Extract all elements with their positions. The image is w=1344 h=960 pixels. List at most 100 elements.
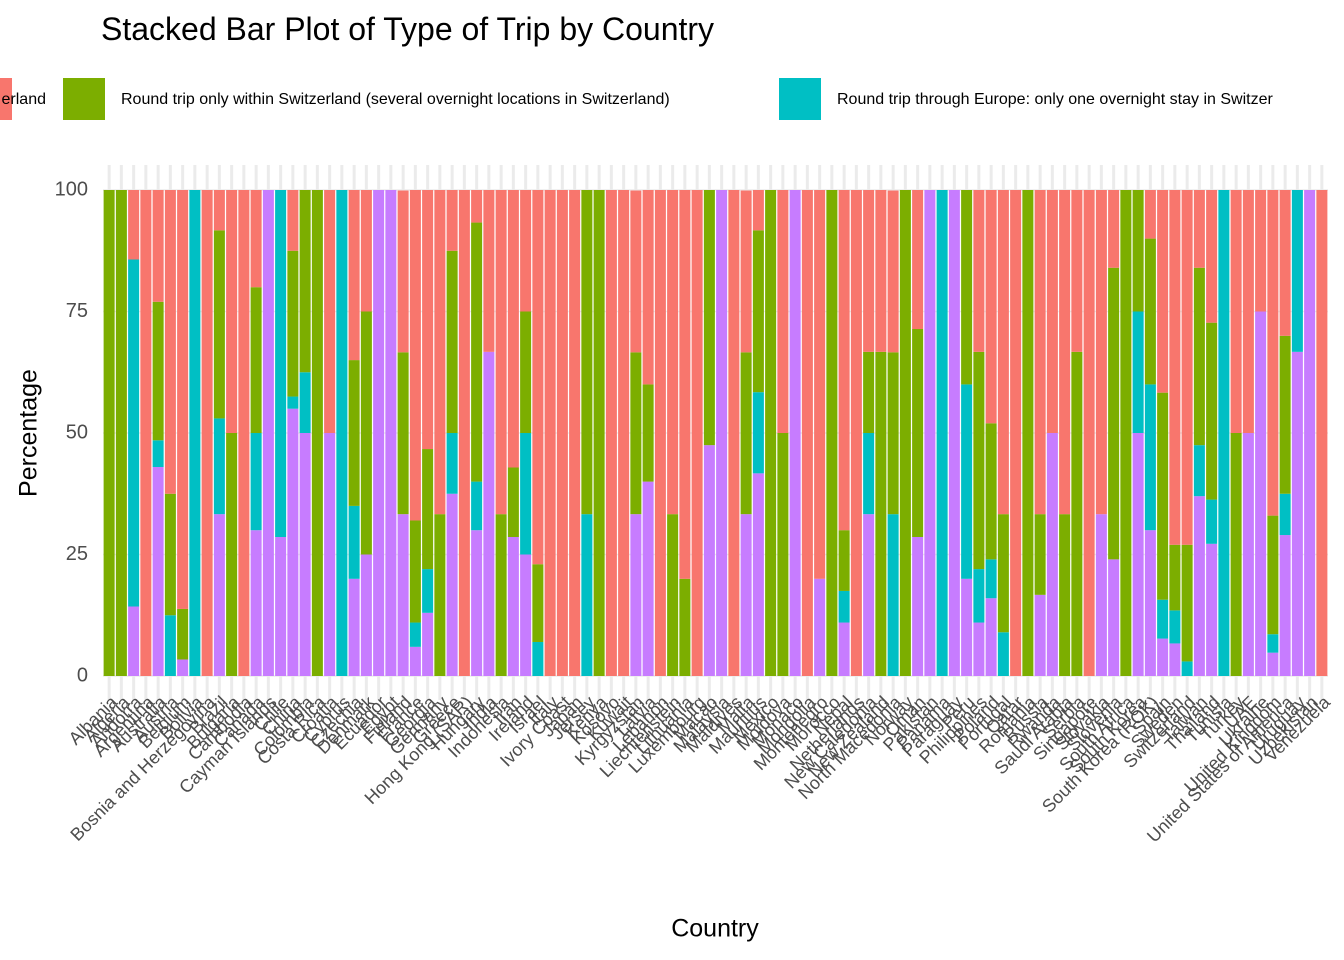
bar-segment — [360, 311, 372, 555]
bar-segment — [532, 641, 544, 676]
bar-segment — [863, 433, 875, 515]
bar-segment — [948, 190, 960, 676]
bar-segment — [1230, 433, 1242, 676]
y-tick-label: 100 — [55, 178, 88, 200]
bar-segment — [912, 537, 924, 676]
bar-segment — [777, 190, 789, 433]
bar-segment — [863, 351, 875, 433]
bar-segment — [128, 606, 140, 676]
bar-segment — [1034, 514, 1046, 595]
bar-segment — [250, 287, 262, 433]
bar-segment — [1083, 190, 1095, 676]
bar-segment — [997, 190, 1009, 515]
bar-segment — [1108, 559, 1120, 676]
bar-segment — [544, 190, 556, 676]
bar-segment — [1242, 190, 1254, 433]
bar-segment — [152, 467, 164, 676]
bar-segment — [299, 190, 311, 373]
bar-segment — [226, 190, 238, 433]
bar-segment — [1169, 610, 1181, 644]
bar-segment — [593, 190, 605, 676]
bar-segment — [1267, 634, 1279, 653]
bar-segment — [1169, 643, 1181, 676]
bar-segment — [1157, 599, 1169, 639]
bar-segment — [1132, 311, 1144, 433]
bar-segment — [189, 190, 201, 676]
bar-segment — [1193, 496, 1205, 676]
bar-segment — [752, 230, 764, 393]
bar-segment — [409, 622, 421, 647]
bar-segment — [422, 612, 434, 676]
bar-segment — [238, 190, 250, 676]
bar-segment — [140, 190, 152, 676]
bar-segment — [287, 396, 299, 409]
y-tick-label: 25 — [66, 543, 88, 565]
bar-segment — [458, 190, 470, 676]
bar-segment — [1193, 190, 1205, 268]
bar-segment — [838, 590, 850, 623]
bar-segment — [311, 190, 323, 676]
bar-segment — [409, 520, 421, 623]
bar-segment — [1010, 190, 1022, 676]
bar-segment — [985, 190, 997, 424]
bar-segment — [581, 514, 593, 676]
bar-segment — [1267, 515, 1279, 635]
bar-segment — [1230, 190, 1242, 433]
bar-segment — [1120, 190, 1132, 676]
bar-segment — [1242, 433, 1254, 676]
bar-segment — [1059, 514, 1071, 676]
bar-segment — [360, 190, 372, 312]
bar-segment — [495, 514, 507, 676]
bar-segment — [728, 190, 740, 676]
bar-segment — [287, 408, 299, 676]
bar-segment — [1181, 661, 1193, 676]
bar-segment — [1255, 190, 1267, 312]
bar-segment — [961, 384, 973, 579]
bar-segment — [213, 190, 225, 231]
bar-segment — [164, 493, 176, 616]
bar-segment — [324, 190, 336, 433]
bar-segment — [875, 351, 887, 676]
bar-segment — [434, 190, 446, 515]
bar-segment — [814, 578, 826, 676]
bar-segment — [299, 433, 311, 676]
bar-segment — [642, 190, 654, 385]
bar-segment — [850, 190, 862, 676]
bar-segment — [740, 514, 752, 676]
bar-segment — [826, 190, 838, 676]
bar-segment — [1034, 190, 1046, 515]
bar-segment — [1291, 190, 1303, 352]
bar-segment — [1059, 190, 1071, 515]
bar-segment — [520, 311, 532, 433]
bar-segment — [483, 351, 495, 676]
bar-segment — [1108, 190, 1120, 268]
bar-segment — [838, 190, 850, 531]
bar-segment — [789, 190, 801, 676]
legend-label: Round trip only within Switzerland (seve… — [121, 91, 670, 108]
bar-segment — [115, 190, 127, 676]
bar-segment — [1255, 311, 1267, 676]
bar-segment — [1267, 190, 1279, 516]
bar-segment — [177, 608, 189, 660]
bar-segment — [1181, 190, 1193, 545]
bar-segment — [1206, 543, 1218, 676]
bar-segment — [397, 352, 409, 515]
bar-segment — [1132, 190, 1144, 312]
bar-segment — [1108, 267, 1120, 560]
bar-segment — [1316, 190, 1328, 676]
bar-segment — [1071, 190, 1083, 352]
bar-segment — [422, 449, 434, 570]
bar-segment — [385, 190, 397, 676]
bar-segment — [863, 514, 875, 676]
bar-segment — [471, 190, 483, 223]
bar-segment — [250, 433, 262, 531]
bar-segment — [1279, 190, 1291, 336]
bar-segment — [213, 514, 225, 676]
bar-segment — [409, 646, 421, 676]
bar-segment — [446, 250, 458, 433]
bar-segment — [924, 190, 936, 676]
bar-segment — [213, 230, 225, 419]
bar-segment — [630, 352, 642, 515]
bar-segment — [1144, 190, 1156, 239]
bar-segment — [213, 418, 225, 515]
